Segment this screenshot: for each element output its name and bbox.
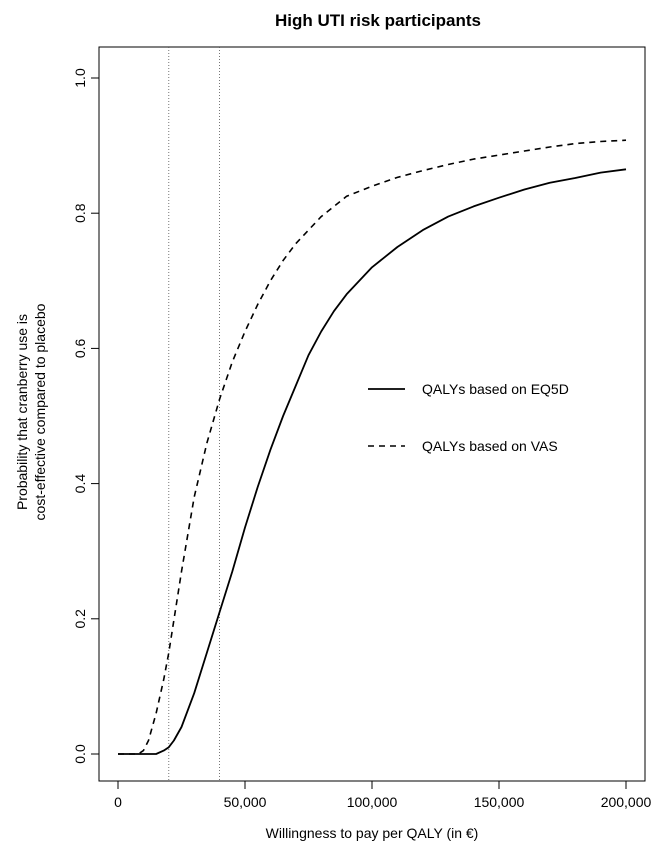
y-tick-label: 1.0 [72,68,88,88]
x-tick-label: 50,000 [224,794,267,810]
y-tick-label: 0.2 [72,609,88,629]
x-tick-label: 150,000 [474,794,525,810]
series-line-eq5d [118,168,627,755]
legend-label-eq5d: QALYs based on EQ5D [422,381,569,397]
chart-title: High UTI risk participants [275,11,481,30]
x-tick-label: 0 [114,794,122,810]
legend: QALYs based on EQ5D QALYs based on VAS [368,381,569,454]
y-tick-label: 0.8 [72,203,88,223]
series-line-vas [118,139,627,755]
y-axis-title-line-1: Probability that cranberry use is [14,314,30,510]
x-tick-label: 100,000 [347,794,398,810]
y-tick-label: 0.6 [72,338,88,358]
x-axis-title: Willingness to pay per QALY (in €) [266,825,479,841]
y-axis-title-line-2: cost-effective compared to placebo [32,303,48,520]
legend-label-vas: QALYs based on VAS [422,438,558,454]
y-tick-label: 0.4 [72,474,88,494]
plot-frame [98,46,646,782]
y-tick-label: 0.0 [72,744,88,764]
x-tick-label: 200,000 [601,794,652,810]
